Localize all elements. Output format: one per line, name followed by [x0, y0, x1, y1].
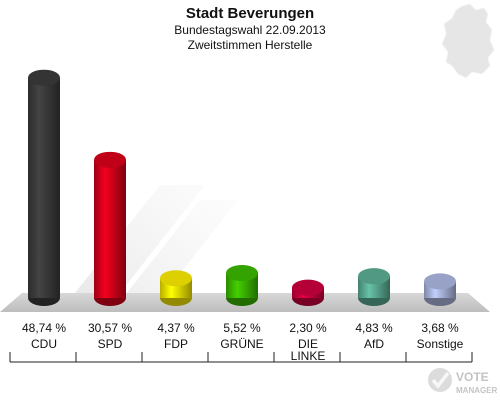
value-labels-group: 48,74 % 30,57 % 4,37 % 5,52 % 2,30 % 4,83 % 3,… — [22, 321, 459, 335]
germany-map-icon — [441, 3, 495, 79]
bar-spd — [94, 151, 126, 306]
category-label: Sonstige — [417, 337, 464, 351]
chart-title: Stadt Beverungen — [186, 5, 314, 22]
category-label: CDU — [31, 337, 57, 351]
bars-group — [28, 69, 456, 306]
value-label: 4,83 % — [355, 321, 393, 335]
value-label: 48,74 % — [22, 321, 66, 335]
bar-afd — [358, 268, 390, 306]
category-label: GRÜNE — [220, 337, 263, 351]
watermark-line1: VOTE — [456, 370, 489, 384]
vote-manager-logo: VOTE MANAGER — [428, 368, 498, 395]
category-label: FDP — [164, 337, 188, 351]
checkmark-icon — [428, 368, 452, 392]
category-label: DIE — [298, 337, 318, 351]
value-label: 4,37 % — [157, 321, 195, 335]
value-label: 30,57 % — [88, 321, 132, 335]
chart-subtitle-date: Bundestagswahl 22.09.2013 — [174, 23, 326, 37]
background-shadows — [60, 185, 238, 312]
bar-fdp — [160, 270, 192, 306]
category-label: AfD — [364, 337, 384, 351]
category-label: SPD — [98, 337, 123, 351]
chart-subtitle-district: Zweitstimmen Herstelle — [188, 38, 313, 52]
watermark-line2: MANAGER — [456, 386, 498, 395]
bar-grüne — [226, 265, 258, 306]
bar-cdu — [28, 69, 60, 306]
value-label: 5,52 % — [223, 321, 261, 335]
bar-die-linke — [292, 279, 324, 306]
bar-sonstige — [424, 273, 456, 306]
value-label: 3,68 % — [421, 321, 459, 335]
value-label: 2,30 % — [289, 321, 327, 335]
category-label: LINKE — [291, 349, 326, 363]
